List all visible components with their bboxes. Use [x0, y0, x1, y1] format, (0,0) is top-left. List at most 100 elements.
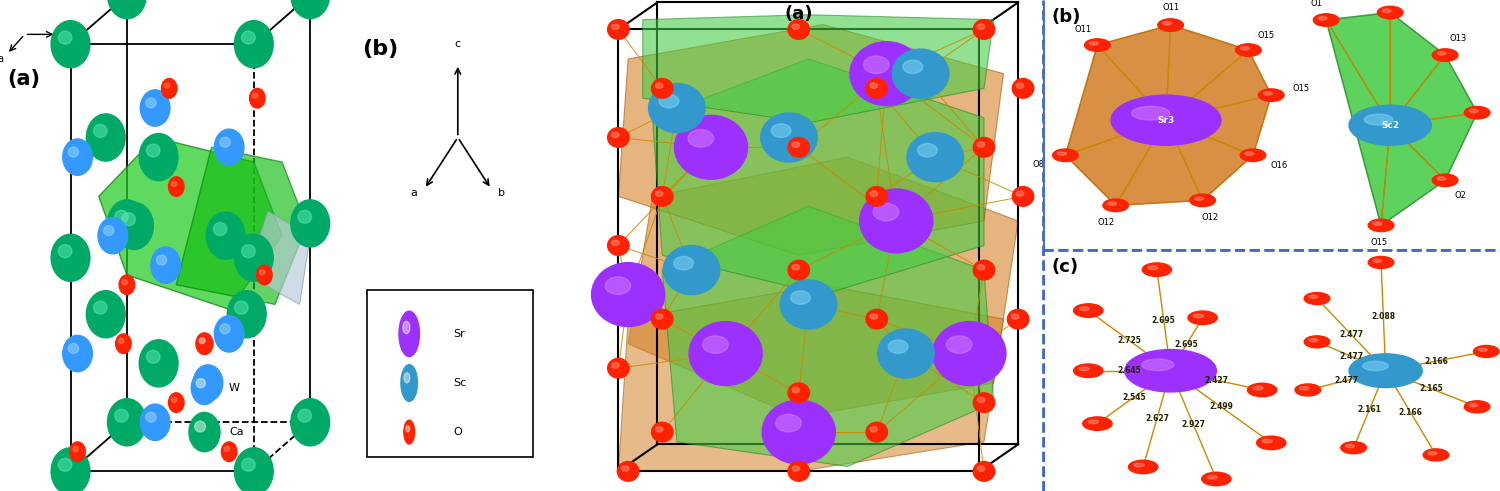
- Text: 2.545: 2.545: [1122, 393, 1146, 402]
- Ellipse shape: [1464, 401, 1490, 413]
- Ellipse shape: [976, 397, 986, 403]
- Ellipse shape: [888, 340, 908, 354]
- Ellipse shape: [168, 177, 184, 196]
- Polygon shape: [1065, 45, 1166, 155]
- Ellipse shape: [1074, 364, 1102, 378]
- Ellipse shape: [651, 309, 674, 329]
- Polygon shape: [1382, 125, 1444, 225]
- Ellipse shape: [859, 189, 933, 253]
- Ellipse shape: [189, 412, 220, 452]
- Ellipse shape: [192, 371, 217, 405]
- Text: O16: O16: [1270, 161, 1287, 170]
- Ellipse shape: [892, 49, 950, 98]
- Ellipse shape: [1432, 174, 1458, 187]
- Ellipse shape: [256, 265, 272, 285]
- Ellipse shape: [171, 397, 177, 403]
- Ellipse shape: [1131, 106, 1170, 120]
- Ellipse shape: [171, 181, 177, 187]
- Ellipse shape: [612, 363, 620, 368]
- Text: O11: O11: [1162, 3, 1180, 12]
- Text: a: a: [411, 188, 417, 198]
- Ellipse shape: [1190, 194, 1215, 207]
- Ellipse shape: [865, 309, 888, 329]
- Ellipse shape: [234, 448, 273, 491]
- Ellipse shape: [976, 24, 986, 29]
- Ellipse shape: [114, 210, 129, 223]
- Ellipse shape: [870, 83, 877, 88]
- Ellipse shape: [651, 79, 674, 98]
- Ellipse shape: [865, 187, 888, 206]
- Ellipse shape: [147, 144, 160, 157]
- Ellipse shape: [688, 322, 762, 385]
- Ellipse shape: [152, 247, 180, 283]
- Ellipse shape: [762, 400, 836, 464]
- Ellipse shape: [1372, 259, 1382, 262]
- Ellipse shape: [1194, 197, 1203, 200]
- Ellipse shape: [198, 373, 208, 383]
- Ellipse shape: [1107, 202, 1116, 205]
- Ellipse shape: [780, 280, 837, 329]
- Ellipse shape: [93, 124, 106, 137]
- Ellipse shape: [608, 128, 628, 147]
- Ellipse shape: [651, 422, 674, 442]
- Ellipse shape: [651, 187, 674, 206]
- Ellipse shape: [788, 383, 810, 403]
- Polygon shape: [1116, 120, 1203, 205]
- Text: O11: O11: [1074, 25, 1092, 34]
- Ellipse shape: [1473, 346, 1498, 357]
- Ellipse shape: [234, 301, 248, 314]
- Ellipse shape: [400, 365, 417, 401]
- Ellipse shape: [1245, 152, 1254, 155]
- Ellipse shape: [864, 56, 889, 74]
- Ellipse shape: [291, 0, 330, 19]
- Ellipse shape: [663, 246, 720, 295]
- Text: Sc: Sc: [453, 378, 466, 388]
- Ellipse shape: [1125, 350, 1216, 392]
- Polygon shape: [1166, 120, 1252, 200]
- Ellipse shape: [108, 399, 147, 446]
- Ellipse shape: [1078, 367, 1089, 371]
- Text: O15: O15: [1292, 83, 1310, 93]
- Ellipse shape: [196, 333, 213, 355]
- Ellipse shape: [918, 143, 938, 157]
- Ellipse shape: [1083, 417, 1112, 431]
- Ellipse shape: [792, 466, 800, 471]
- Text: Sr3: Sr3: [1158, 116, 1174, 125]
- Ellipse shape: [213, 222, 226, 236]
- Text: 2.161: 2.161: [1358, 405, 1382, 414]
- Polygon shape: [1166, 95, 1270, 155]
- Ellipse shape: [1258, 89, 1284, 102]
- Ellipse shape: [865, 79, 888, 98]
- Ellipse shape: [870, 314, 877, 319]
- Ellipse shape: [656, 427, 663, 432]
- Ellipse shape: [1142, 359, 1174, 371]
- Polygon shape: [628, 157, 1019, 417]
- Ellipse shape: [760, 113, 818, 162]
- Ellipse shape: [165, 83, 170, 88]
- Ellipse shape: [1078, 307, 1089, 310]
- Text: O13: O13: [1449, 34, 1467, 44]
- Ellipse shape: [1142, 263, 1172, 276]
- Ellipse shape: [974, 260, 994, 280]
- Ellipse shape: [792, 265, 800, 270]
- Ellipse shape: [850, 42, 922, 106]
- Ellipse shape: [58, 31, 72, 44]
- Ellipse shape: [147, 350, 160, 363]
- Text: b: b: [60, 29, 66, 39]
- Ellipse shape: [1058, 152, 1066, 155]
- Ellipse shape: [908, 133, 963, 182]
- Ellipse shape: [140, 134, 178, 181]
- Ellipse shape: [612, 240, 620, 246]
- Ellipse shape: [1468, 109, 1478, 112]
- Ellipse shape: [608, 358, 628, 378]
- Ellipse shape: [195, 421, 206, 432]
- Ellipse shape: [1294, 384, 1320, 396]
- Text: 2.165: 2.165: [1419, 384, 1443, 393]
- Polygon shape: [663, 206, 993, 466]
- Ellipse shape: [1074, 304, 1102, 317]
- Ellipse shape: [1162, 22, 1172, 25]
- Polygon shape: [1326, 13, 1478, 225]
- Ellipse shape: [1240, 149, 1266, 162]
- Ellipse shape: [1428, 452, 1437, 455]
- Ellipse shape: [220, 137, 230, 147]
